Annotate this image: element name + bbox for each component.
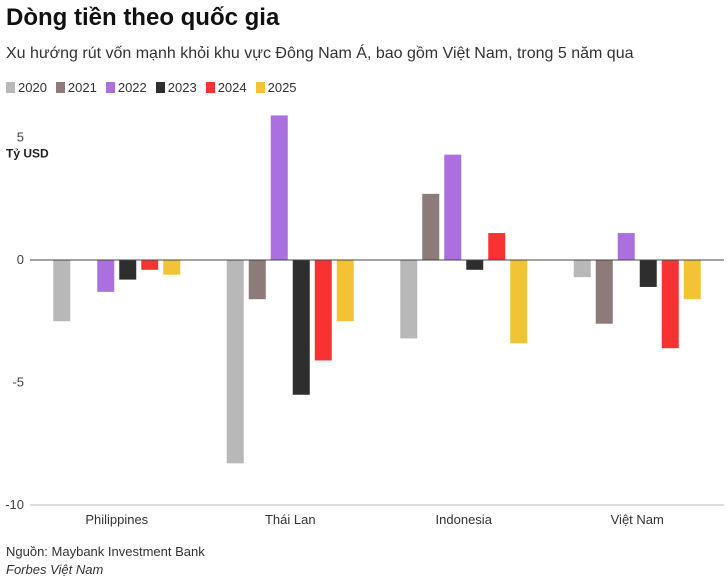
bar-2024: [661, 260, 679, 349]
chart-subtitle: Xu hướng rút vốn mạnh khỏi khu vực Đông …: [6, 45, 634, 62]
bar-2025: [336, 260, 354, 322]
source-note: Nguồn: Maybank Investment Bank: [6, 544, 205, 559]
legend-swatch: [6, 82, 15, 93]
bar-2021: [422, 193, 440, 260]
legend-swatch: [155, 82, 165, 93]
legend-item-2023: 2023: [155, 80, 197, 95]
bar-2020: [400, 260, 418, 339]
bar-2024: [141, 260, 159, 270]
legend-item-2021: 2021: [55, 80, 97, 95]
legend-swatch: [205, 82, 215, 93]
legend-label: 2021: [67, 80, 97, 95]
bar-2024: [488, 233, 506, 260]
legend-swatch: [105, 82, 115, 93]
bar-2020: [53, 260, 71, 322]
y-tick-label: 0: [17, 252, 24, 267]
bar-2023: [292, 260, 310, 395]
legend-item-2025: 2025: [255, 80, 297, 95]
publisher-credit: Forbes Việt Nam: [6, 562, 104, 577]
bar-2021: [248, 260, 266, 300]
legend-swatch: [55, 82, 65, 93]
legend-label: 2024: [217, 80, 247, 95]
bar-2022: [444, 154, 462, 260]
y-axis-label: Tỷ USD: [6, 147, 49, 161]
bar-2021: [595, 260, 613, 324]
bar-2025: [683, 260, 701, 300]
legend-label: 2020: [18, 80, 47, 95]
y-tick-label: -10: [5, 497, 24, 512]
bar-2025: [163, 260, 181, 275]
chart-title: Dòng tiền theo quốc gia: [6, 4, 280, 31]
bar-2022: [97, 260, 115, 292]
bar-2022: [617, 233, 635, 260]
bar-2020: [573, 260, 591, 278]
legend-swatch: [255, 82, 265, 93]
x-tick-label: Việt Nam: [611, 512, 664, 527]
x-tick-label: Indonesia: [436, 512, 493, 527]
bar-2024: [314, 260, 332, 361]
legend-label: 2025: [267, 80, 297, 95]
x-tick-label: Philippines: [85, 512, 148, 527]
bar-2020: [226, 260, 244, 464]
legend-item-2020: 2020: [6, 80, 47, 95]
bar-2023: [466, 260, 484, 270]
y-tick-label: 5: [17, 130, 24, 145]
legend-label: 2022: [117, 80, 147, 95]
legend-item-2024: 2024: [205, 80, 247, 95]
legend-item-2022: 2022: [105, 80, 147, 95]
bar-2022: [270, 115, 288, 260]
x-tick-label: Thái Lan: [265, 512, 316, 527]
legend-label: 2023: [167, 80, 197, 95]
bar-2023: [639, 260, 657, 287]
legend: 2020 2021 2022 2023 2024 2025: [6, 80, 306, 95]
bar-2025: [510, 260, 528, 344]
bar-2023: [119, 260, 137, 280]
y-tick-label: -5: [12, 375, 24, 390]
